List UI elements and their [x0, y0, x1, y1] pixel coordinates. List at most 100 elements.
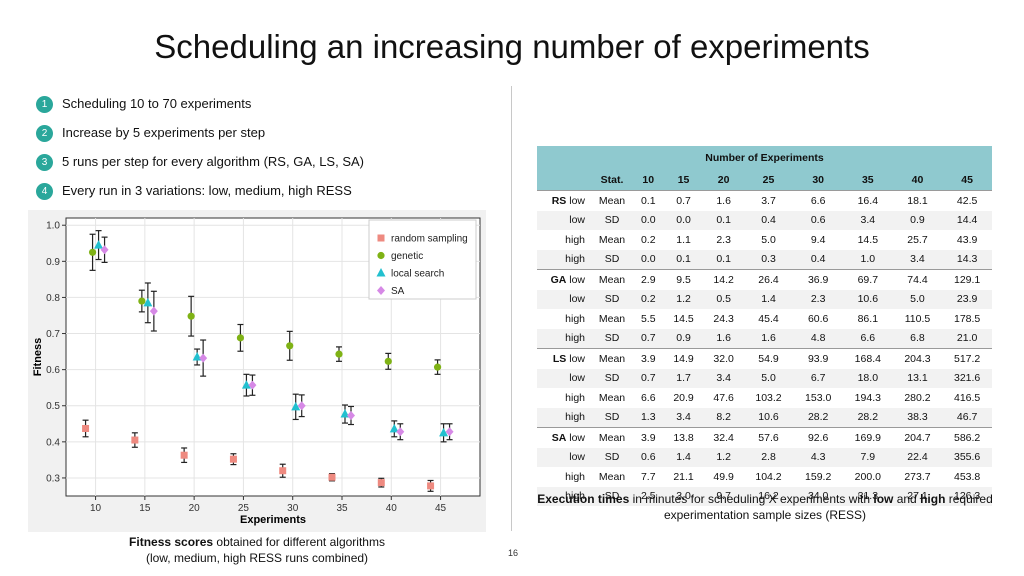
value-cell: 4.3 [793, 447, 843, 467]
row-group-label: high [537, 230, 591, 250]
stat-cell: SD [591, 328, 633, 349]
table-row: low SD 0.0 0.0 0.1 0.4 0.6 3.4 0.9 14.4 [537, 210, 992, 230]
value-cell: 586.2 [942, 427, 992, 448]
ress-level: high [565, 253, 585, 266]
stat-cell: Mean [591, 427, 633, 448]
value-cell: 27.1 [892, 486, 943, 506]
value-cell: 3.9 [633, 348, 664, 369]
y-tick-label: 0.7 [46, 329, 60, 340]
x-tick-label: 15 [139, 503, 151, 514]
ress-level: high [565, 490, 585, 503]
value-cell: 178.5 [954, 312, 981, 325]
value-cell: 24.3 [713, 312, 734, 325]
value-cell: 5.5 [640, 312, 656, 325]
value-cell: 38.3 [892, 407, 943, 428]
data-point [187, 312, 195, 320]
value-cell: 1.2 [663, 289, 704, 309]
column-header: Stat. [591, 170, 633, 191]
column-header: 25 [743, 170, 794, 191]
data-point [286, 342, 294, 350]
value-cell: 28.2 [842, 407, 893, 428]
row-group-label: high [537, 388, 591, 408]
column-header [537, 170, 591, 191]
value-cell: 3.4 [703, 368, 744, 388]
value-cell: 10.6 [842, 289, 893, 309]
data-point [433, 363, 442, 371]
value-cell: 0.4 [793, 249, 843, 270]
value-cell: 3.4 [892, 249, 943, 270]
row-group-label: high [537, 328, 591, 349]
value-cell: 74.4 [892, 269, 943, 290]
stat-cell: SD [591, 289, 633, 309]
value-cell: 1.4 [663, 447, 704, 467]
caption-emphasis: high [920, 492, 946, 506]
table-row: high SD 2.5 3.0 9.7 16.2 34.0 31.3 27.1 126.3 [537, 486, 992, 506]
x-axis-label: Experiments [240, 514, 306, 526]
value-cell: 1.6 [703, 328, 744, 349]
row-group-label: low [537, 289, 591, 309]
value-cell: 355.6 [942, 447, 992, 467]
fitness-chart: 10 15 20 25 30 35 40 45 0.3 0.4 0.5 0.6 0.7 0.8 0.9 1.0… [28, 210, 486, 532]
table-row: high Mean 0.2 1.1 2.3 5.0 9.4 14.5 25.7 43.9 [537, 230, 992, 250]
stat-cell: SD [591, 407, 633, 428]
y-axis-label: Fitness [32, 338, 44, 377]
legend-label: local search [391, 269, 444, 280]
value-cell: 36.9 [793, 269, 843, 290]
ress-level: low [569, 352, 585, 365]
ress-level: low [569, 372, 585, 385]
algorithm-name: RS [551, 194, 567, 207]
value-cell: 517.2 [942, 348, 992, 369]
ress-level: low [569, 293, 585, 306]
value-cell: 31.3 [842, 486, 893, 506]
value-cell: 7.9 [842, 447, 893, 467]
table-row: SA low Mean 3.9 13.8 32.4 57.6 92.6 169.9 204.7 5… [537, 427, 992, 448]
table-row: GA low Mean 2.9 9.5 14.2 26.4 36.9 69.7 74.4 129.… [537, 269, 992, 290]
bullet-number-badge: 1 [36, 96, 53, 113]
value-cell: 14.4 [942, 210, 992, 230]
ress-level: high [565, 470, 585, 483]
value-cell: 1.2 [703, 447, 744, 467]
data-point [94, 240, 104, 249]
legend-box [368, 219, 477, 300]
table-row: high Mean 7.7 21.1 49.9 104.2 159.2 200.0 273.7 4… [537, 467, 992, 487]
bullet-number-badge: 2 [36, 125, 53, 142]
value-cell: 14.5 [673, 312, 694, 325]
caption-line2: (low, medium, high RESS runs combined) [145, 551, 369, 565]
ress-level: high [565, 391, 585, 404]
value-cell: 0.0 [663, 210, 704, 230]
row-group-label: low [537, 447, 591, 467]
data-point [88, 248, 97, 256]
value-cell: 57.6 [743, 427, 794, 448]
legend-marker [377, 234, 385, 242]
value-cell: 8.2 [703, 407, 744, 428]
table-body: RS low Mean 0.1 0.7 1.6 3.7 6.6 16.4 18.1 42.5 low… [537, 190, 992, 506]
value-cell: 0.1 [633, 190, 664, 211]
legend-label: genetic [391, 251, 423, 262]
table-row: high SD 1.3 3.4 8.2 10.6 28.2 28.2 38.3 46.7 [537, 407, 992, 428]
value-cell: 0.0 [633, 210, 664, 230]
value-cell: 2.3 [716, 233, 731, 246]
data-point [291, 401, 301, 411]
data-point [199, 353, 208, 363]
algorithm-name: GA [550, 273, 567, 286]
value-cell: 0.2 [640, 233, 656, 246]
x-tick-label: 10 [90, 503, 102, 514]
data-point [192, 352, 202, 361]
stat-cell: Mean [598, 233, 626, 246]
table-row: LS low Mean 3.9 14.9 32.0 54.9 93.9 168.4 204.3 5… [537, 348, 992, 369]
row-group-label: high [537, 309, 591, 329]
stat-cell: Mean [591, 348, 633, 369]
value-cell: 28.2 [793, 407, 843, 428]
value-cell: 16.2 [743, 486, 794, 506]
value-cell: 129.1 [942, 269, 992, 290]
value-cell: 104.2 [755, 470, 782, 483]
value-cell: 2.5 [633, 486, 664, 506]
row-group-label: high [537, 467, 591, 487]
column-header: 30 [793, 170, 843, 191]
caption-text: obtained for different algorithms [213, 535, 385, 549]
value-cell: 6.6 [842, 328, 893, 349]
data-point [389, 423, 399, 433]
value-cell: 1.6 [743, 328, 794, 349]
data-point [149, 306, 158, 316]
bullet-text: 5 runs per step for every algorithm (RS,… [62, 154, 365, 169]
